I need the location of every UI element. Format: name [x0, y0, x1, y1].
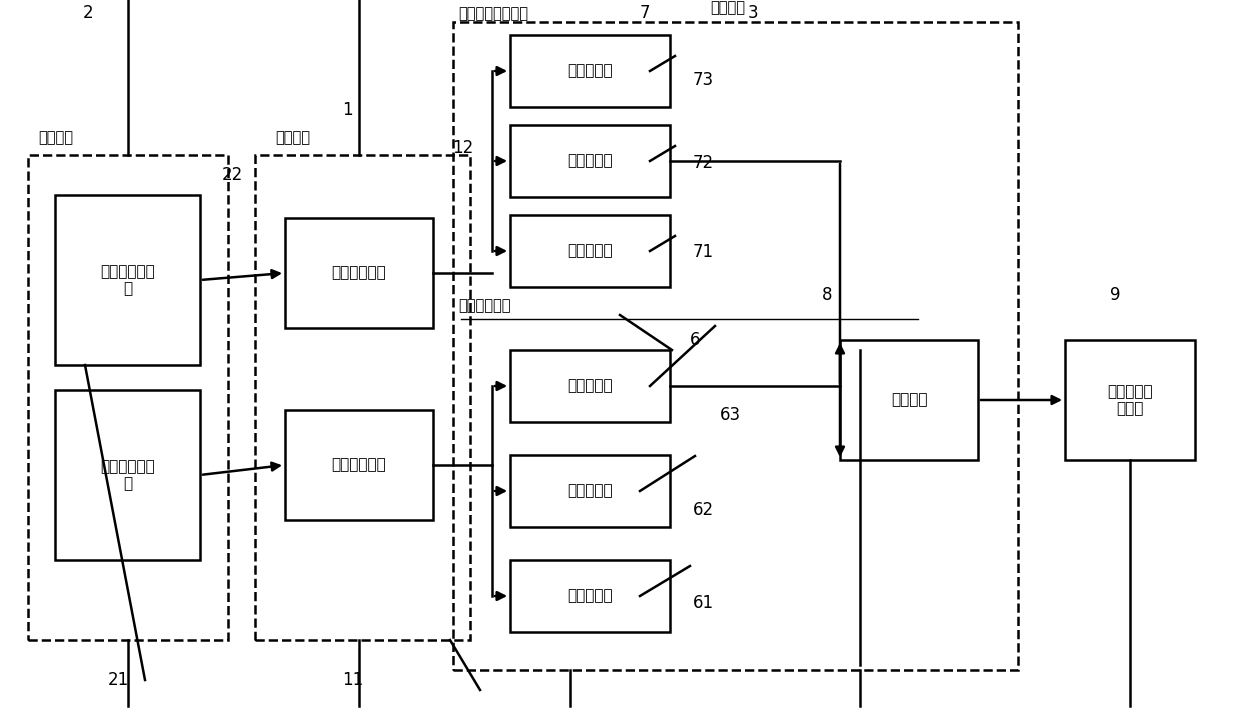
Text: 第一光源发射
器: 第一光源发射 器 — [100, 459, 155, 491]
Bar — [453, 22, 1018, 670]
Text: 73: 73 — [693, 71, 714, 89]
Text: 11: 11 — [342, 671, 363, 689]
Text: 8: 8 — [822, 286, 832, 304]
Text: 6: 6 — [689, 331, 701, 349]
Text: 采集模块: 采集模块 — [275, 131, 310, 146]
Text: 矩阵黑格测量单元: 矩阵黑格测量单元 — [458, 6, 528, 21]
Text: 71: 71 — [693, 243, 714, 261]
Text: 第一相机单元: 第一相机单元 — [331, 457, 387, 473]
Text: 可编程逻辑
控制器: 可编程逻辑 控制器 — [1107, 384, 1153, 416]
Text: 第二相机单元: 第二相机单元 — [331, 265, 387, 281]
Bar — [55, 390, 200, 560]
Text: 图像处理单元: 图像处理单元 — [458, 299, 511, 314]
Bar — [55, 195, 200, 365]
Bar — [510, 455, 670, 527]
Text: 2: 2 — [83, 4, 94, 22]
Bar — [510, 350, 670, 422]
Text: 第二光源发射
器: 第二光源发射 器 — [100, 264, 155, 296]
Text: 63: 63 — [720, 406, 742, 424]
Bar — [839, 340, 978, 460]
Text: 1: 1 — [342, 101, 352, 119]
Bar — [510, 35, 670, 107]
Text: 62: 62 — [693, 501, 714, 519]
Text: 光源模块: 光源模块 — [38, 131, 73, 146]
Text: 第一检测器: 第一检测器 — [567, 589, 613, 604]
Text: 第一计算器: 第一计算器 — [567, 483, 613, 498]
Text: 处理模块: 处理模块 — [711, 1, 745, 16]
Text: 72: 72 — [693, 154, 714, 172]
Bar — [1065, 340, 1195, 460]
Text: 61: 61 — [693, 594, 714, 612]
Text: 第二计算器: 第二计算器 — [567, 154, 613, 169]
Text: 第一比较器: 第一比较器 — [567, 378, 613, 393]
Bar — [255, 155, 470, 640]
Bar — [510, 215, 670, 287]
Bar — [285, 218, 433, 328]
Text: 21: 21 — [108, 671, 129, 689]
Text: 7: 7 — [640, 4, 651, 22]
Text: 22: 22 — [222, 166, 243, 184]
Bar — [285, 410, 433, 520]
Bar — [510, 560, 670, 632]
Text: 第二检测器: 第二检测器 — [567, 243, 613, 259]
Text: 3: 3 — [748, 4, 759, 22]
Bar — [510, 125, 670, 197]
Bar — [29, 155, 228, 640]
Text: 12: 12 — [453, 139, 474, 157]
Text: 9: 9 — [1110, 286, 1121, 304]
Text: 检测单元: 检测单元 — [890, 392, 928, 407]
Text: 第二比较器: 第二比较器 — [567, 63, 613, 78]
